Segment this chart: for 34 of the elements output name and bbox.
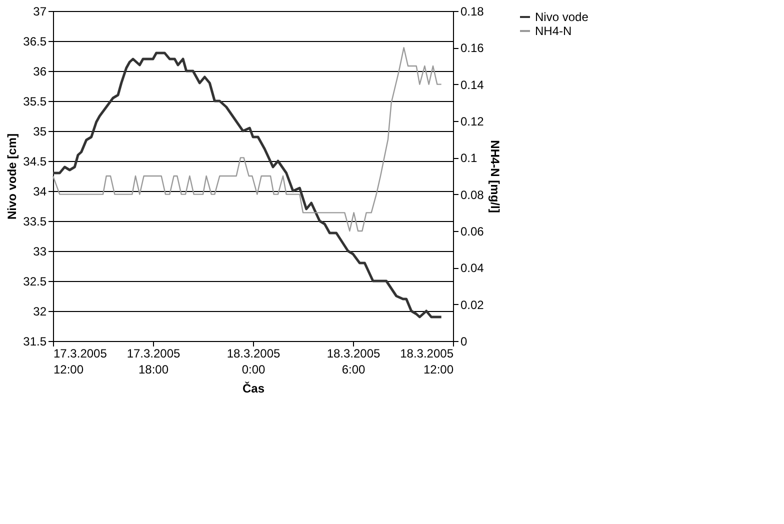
y-tick-label: 34 <box>33 184 47 198</box>
y2-tick-label: 0.16 <box>460 41 484 56</box>
y2-tick-label: 0.08 <box>460 188 484 202</box>
y2-tick-label: 0 <box>460 334 468 348</box>
x-tick-label: 18.3.2005 0:00 <box>226 346 281 376</box>
y-tick-label: 33 <box>33 244 47 258</box>
line-series <box>52 52 443 318</box>
y-tick-label: 37 <box>33 4 47 18</box>
y-tick-label: 36.5 <box>23 34 47 48</box>
y-tick-label: 32.5 <box>23 274 47 288</box>
x-axis-title: Čas <box>242 382 265 396</box>
line-series <box>52 47 442 232</box>
x-tick-label: 18.3.2005 12:00 <box>400 346 454 376</box>
x-tick-label: 17.3.2005 12:00 <box>54 346 108 376</box>
y2-tick-label: 0.14 <box>460 78 484 92</box>
legend-label: Nivo vode <box>535 10 589 24</box>
y-tick-label: 34.5 <box>23 154 47 168</box>
y2-tick-label: 0.18 <box>460 4 484 18</box>
y-tick-label: 35 <box>33 124 47 138</box>
y2-tick-label: 0.06 <box>460 224 484 238</box>
y-tick-label: 33.5 <box>23 214 47 228</box>
x-tick-label: 17.3.2005 18:00 <box>126 346 181 376</box>
y2-tick-label: 0.04 <box>460 261 484 276</box>
y2-tick-label: 0.02 <box>460 298 484 312</box>
y-tick-label: 31.5 <box>23 334 47 348</box>
legend-label: NH4-N <box>535 24 572 38</box>
y-tick-label: 35.5 <box>23 94 47 108</box>
y2-axis-title: NH4-N [mg/l] <box>488 140 502 213</box>
y-axis-title: Nivo vode [cm] <box>5 133 20 220</box>
x-tick-label: 18.3.2005 6:00 <box>326 346 381 376</box>
y-tick-label: 36 <box>33 64 47 78</box>
y-tick-label: 32 <box>33 304 47 318</box>
y2-tick-label: 0.12 <box>460 114 484 128</box>
y2-tick-label: 0.1 <box>460 151 478 166</box>
